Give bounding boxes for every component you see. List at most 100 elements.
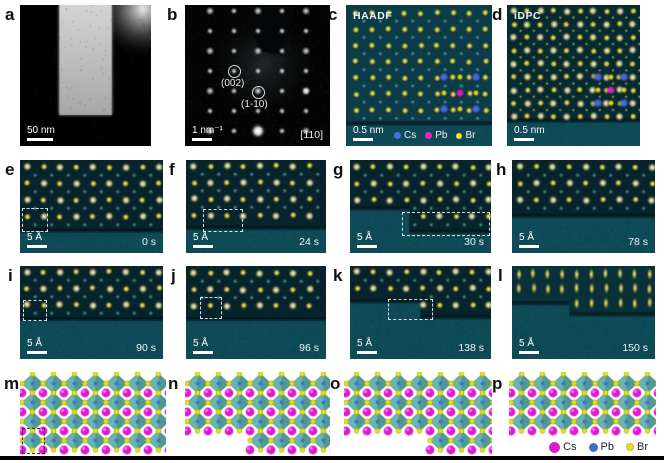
panel-label-j: j — [171, 266, 176, 285]
legend-label-cs: Cs — [563, 441, 577, 453]
panel-b-diffraction: (002) (1-10) [110] 1 nm⁻¹ — [185, 5, 330, 146]
panel-label-n: n — [168, 374, 179, 393]
panel-label-k: k — [333, 266, 343, 285]
tem-micrograph — [20, 5, 151, 146]
crystal-model — [185, 372, 330, 455]
imaging-mode-label: iDPC — [514, 10, 542, 22]
br-atom-icon — [626, 443, 634, 451]
panel-label-o: o — [330, 374, 341, 393]
time-stamp: 78 s — [628, 236, 648, 248]
panel-a-tem-image: 50 nm — [20, 5, 151, 146]
panel-n-structure-model — [185, 372, 330, 455]
scale-bar-label: 5 Å — [193, 338, 209, 349]
legend-label-br: Br — [465, 130, 476, 141]
time-stamp: 150 s — [622, 342, 648, 354]
panel-j-timeseries: 5 Å 96 s — [186, 266, 326, 359]
panel-m-structure-model — [20, 372, 166, 455]
atom-legend: Cs Pb Br — [394, 130, 475, 141]
micrograph-24s — [186, 160, 326, 253]
crystal-model — [344, 372, 492, 455]
haadf-micrograph — [346, 5, 492, 146]
panel-g-timeseries: 5 Å 30 s — [350, 160, 491, 253]
time-stamp: 0 s — [141, 236, 156, 248]
pb-atom-icon — [425, 132, 433, 139]
panel-c-haadf: HAADF 0.5 nm Cs Pb Br — [346, 5, 492, 146]
panel-label-c: c — [328, 5, 338, 24]
cs-atom-icon — [549, 441, 561, 453]
atom-legend-models: Cs Pb Br — [549, 441, 648, 453]
scale-bar: 1 nm⁻¹ — [192, 125, 223, 141]
time-stamp: 30 s — [464, 236, 484, 248]
panel-label-g: g — [333, 160, 344, 179]
scale-bar: 0.5 nm — [514, 125, 545, 141]
time-stamp: 96 s — [299, 342, 319, 354]
micrograph-0s — [20, 160, 163, 253]
roi-box — [22, 208, 48, 232]
roi-box — [203, 209, 243, 232]
diffraction-pattern — [185, 5, 330, 146]
panel-label-p: p — [492, 374, 503, 393]
panel-label-l: l — [498, 266, 503, 285]
panel-p-structure-model: Cs Pb Br — [509, 372, 656, 455]
time-stamp: 90 s — [136, 342, 156, 354]
panel-h-timeseries: 5 Å 78 s — [512, 160, 655, 253]
legend-label-pb: Pb — [435, 130, 448, 141]
scale-bar: 5 Å — [193, 232, 213, 248]
micrograph-78s — [512, 160, 655, 253]
imaging-mode-label: HAADF — [353, 10, 393, 22]
roi-box — [402, 212, 490, 236]
legend-label-cs: Cs — [404, 130, 417, 141]
scale-bar-label: 5 Å — [519, 232, 535, 243]
pb-atom-icon — [588, 442, 598, 452]
panel-k-timeseries: 5 Å 138 s — [350, 266, 491, 359]
roi-box — [22, 428, 45, 454]
panel-e-timeseries: 5 Å 0 s — [20, 160, 163, 253]
scale-bar: 0.5 nm — [353, 125, 384, 141]
panel-o-structure-model — [344, 372, 492, 455]
panel-i-timeseries: 5 Å 90 s — [20, 266, 163, 359]
br-atom-icon — [456, 132, 463, 139]
scale-bar-label: 50 nm — [27, 125, 55, 136]
panel-label-i: i — [8, 266, 13, 285]
idpc-micrograph — [507, 5, 640, 146]
scale-bar-label: 5 Å — [27, 232, 43, 243]
scale-bar: 5 Å — [193, 338, 213, 354]
panel-f-timeseries: 5 Å 24 s — [186, 160, 326, 253]
panel-label-e: e — [5, 160, 15, 179]
scale-bar: 50 nm — [27, 125, 55, 141]
zone-axis-label: [110] — [300, 129, 323, 141]
scale-bar-label: 5 Å — [27, 338, 43, 349]
scale-bar-label: 0.5 nm — [514, 125, 545, 136]
micrograph-96s — [186, 266, 326, 359]
scale-bar: 5 Å — [357, 232, 377, 248]
scale-bar-label: 5 Å — [357, 232, 373, 243]
scale-bar: 5 Å — [519, 338, 539, 354]
reflection-label-002: (002) — [221, 78, 245, 89]
panel-l-timeseries: 5 Å 150 s — [512, 266, 655, 359]
scale-bar: 5 Å — [27, 338, 47, 354]
micrograph-90s — [20, 266, 163, 359]
micrograph-138s — [350, 266, 491, 359]
time-stamp: 24 s — [299, 236, 319, 248]
scale-bar-label: 5 Å — [193, 232, 209, 243]
scale-bar-label: 1 nm⁻¹ — [192, 125, 223, 136]
figure-bottom-rule — [0, 456, 664, 460]
micrograph-150s — [512, 266, 655, 359]
panel-d-idpc: iDPC 0.5 nm — [507, 5, 640, 146]
roi-box — [388, 299, 433, 320]
reflection-label-1-10: (1-10) — [241, 99, 268, 110]
roi-box — [23, 300, 47, 321]
reflection-ring-002 — [228, 65, 241, 78]
reflection-ring-1-10 — [252, 86, 265, 99]
panel-label-h: h — [496, 160, 507, 179]
panel-label-d: d — [492, 5, 503, 24]
legend-label-pb: Pb — [600, 441, 614, 453]
time-stamp: 138 s — [458, 342, 484, 354]
panel-label-m: m — [4, 374, 20, 393]
roi-box — [200, 297, 222, 319]
cs-atom-icon — [394, 132, 401, 139]
scale-bar-label: 0.5 nm — [353, 125, 384, 136]
legend-label-br: Br — [637, 441, 648, 453]
scale-bar-label: 5 Å — [519, 338, 535, 349]
